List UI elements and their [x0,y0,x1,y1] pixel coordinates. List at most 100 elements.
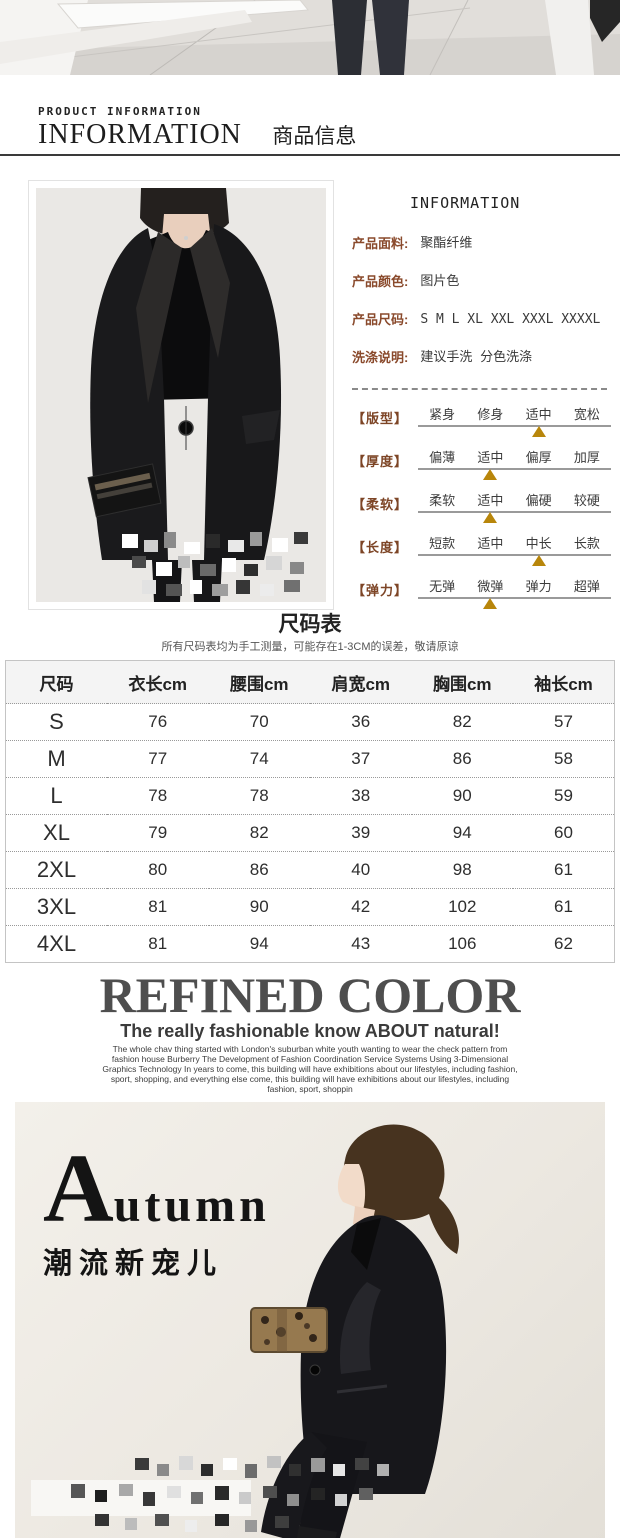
blazer-button [309,1364,321,1376]
size-table-row: 3XL 81 90 42 102 61 [5,888,615,926]
spec-label: 产品面料: [352,236,409,251]
measurement-cell: 82 [208,814,310,852]
refined-color-title: REFINED COLOR [99,967,521,1023]
size-cell: 2XL [5,851,107,889]
header-title-zh: 商品信息 [272,125,357,148]
size-table-body: S 76 70 36 82 57 M 77 74 37 86 58 L 78 78 38 90 59 XL 79 82 3… [5,703,615,963]
spec-value: S M L XL XXL XXXL XXXXL [420,312,601,327]
model-face [337,1164,366,1210]
blazer-left-lapel [136,232,182,403]
attribute-scale: 柔软 适中 偏硬 较硬 [418,493,611,523]
measurement-cell: 86 [411,740,513,778]
mosaic-censor-patches [122,532,308,596]
banner-text-block: Autumn 潮流新宠儿 [43,1140,270,1282]
spec-value: 建议手洗 分色洗涤 [420,350,533,365]
measurement-cell: 62 [554,934,573,953]
measurement-cell: 86 [208,851,310,889]
attribute-row: 【版型】 紧身 修身 适中 宽松 [352,407,611,437]
attribute-label: 【厚度】 [352,454,409,469]
attribute-option: 宽松 [573,407,600,422]
selected-marker-triangle-icon [483,469,498,480]
refined-color-subtitle: The really fashionable know ABOUT natura… [120,1021,500,1041]
dark-fixture [590,0,620,42]
mosaic-censor-patches [71,1456,389,1532]
measurement-cell: 81 [107,888,209,926]
measurement-cell: 42 [310,888,412,926]
selected-marker-triangle-icon [531,555,546,566]
product-information-header: PRODUCT INFORMATION INFORMATION 商品信息 [0,75,620,156]
measurement-cell: 61 [513,851,615,889]
store-floor-photo-illustration [0,0,620,75]
spec-label: 洗涤说明: [352,350,409,365]
attribute-label: 【柔软】 [352,497,409,512]
measurement-cell: 78 [208,777,310,815]
spec-list: 产品面料: 聚酯纤维 产品颜色: 图片色 产品尺码: S M L XL XXL XXXL … [352,236,611,366]
attribute-option: 适中 [525,407,552,422]
size-table-header-cell: 肩宽cm [310,660,412,704]
measurement-cell: 98 [411,851,513,889]
size-cell: XL [5,814,107,852]
measurement-cell: 79 [107,814,209,852]
measurement-cell: 90 [208,888,310,926]
measurement-cell: 106 [448,934,477,953]
measurement-cell: 60 [513,814,615,852]
spec-label: 产品颜色: [352,274,409,289]
attribute-option: 加厚 [573,450,600,465]
necklace-pendant [184,236,188,240]
size-table-row: XL 79 82 39 94 60 [5,814,615,852]
spec-row: 产品颜色: 图片色 [352,274,611,290]
banner-subtitle: 潮流新宠儿 [43,1248,224,1280]
attribute-option: 适中 [477,450,504,465]
size-table-row: L 78 78 38 90 59 [5,777,615,815]
measurement-cell: 74 [208,740,310,778]
attribute-option: 适中 [477,493,504,508]
model-leg [332,0,367,75]
attribute-option: 短款 [429,536,456,551]
model-in-black-blazer-illustration [36,188,326,602]
spec-row: 洗涤说明: 建议手洗 分色洗涤 [352,350,611,366]
size-table-header-cell: 衣长cm [107,660,209,704]
measurement-cell: 38 [310,777,412,815]
selected-marker-triangle-icon [483,598,498,609]
measurement-cell: 94 [249,934,269,953]
measurement-cell: 81 [148,934,168,953]
attribute-row: 【柔软】 柔软 适中 偏硬 较硬 [352,493,611,523]
model-shoe [296,1526,337,1538]
model-hair [343,1124,459,1254]
attribute-label: 【长度】 [352,540,409,555]
measurement-cell: 90 [411,777,513,815]
measurement-cell: 77 [107,740,209,778]
size-table-row: 2XL 80 86 40 98 61 [5,851,615,889]
measurement-cell: 36 [310,703,412,741]
measurement-cell: 59 [513,777,615,815]
size-table-header-cell: 胸围cm [411,660,513,704]
measurement-cell: 58 [513,740,615,778]
attribute-option: 中长 [525,536,552,551]
selected-marker-triangle-icon [483,512,498,523]
size-chart-section: 尺码表 所有尺码表均为手工测量，可能存在1-3CM的误差，敬请原谅 尺码 衣长cm… [0,612,620,963]
size-table-row: S 76 70 36 82 57 [5,703,615,741]
measurement-cell: 80 [107,851,209,889]
measurement-cell: 40 [310,851,412,889]
seated-model-illustration [31,1124,459,1538]
autumn-banner: Autumn 潮流新宠儿 [15,1102,605,1538]
measurement-cell: 37 [310,740,412,778]
white-ledge [0,10,252,64]
attribute-option: 较硬 [573,493,600,508]
attribute-row: 【厚度】 偏薄 适中 偏厚 加厚 [352,450,611,480]
attribute-option: 超弹 [573,579,600,594]
selected-marker-triangle-icon [531,426,546,437]
leopard-clutch-bag [250,1307,328,1353]
model-leg [261,1432,327,1538]
attribute-option: 偏厚 [525,450,552,465]
black-inner-top [351,1218,381,1270]
attribute-scale: 短款 适中 中长 长款 [418,536,611,566]
size-cell: M [5,740,107,778]
attribute-option: 修身 [477,407,504,422]
size-cell: 4XL [36,931,77,956]
attribute-row: 【长度】 短款 适中 中长 长款 [352,536,611,566]
clutch-bag [87,463,162,518]
size-table-head-row: 尺码 衣长cm 腰围cm 肩宽cm 胸围cm 袖长cm [5,660,615,704]
size-table-row: 4XL 81 94 43 106 62 [6,926,615,963]
